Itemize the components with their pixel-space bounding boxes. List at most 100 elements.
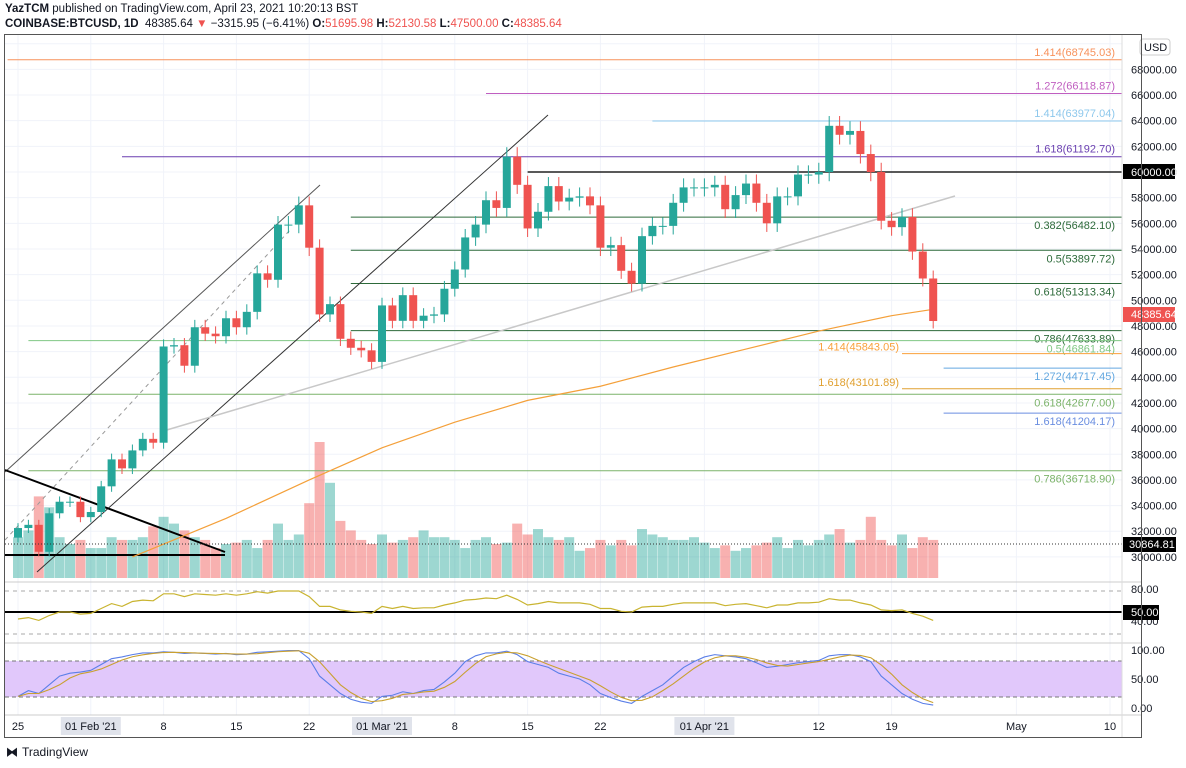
volume-bar [616, 539, 627, 578]
candle-body[interactable] [742, 183, 750, 196]
candle-body[interactable] [86, 511, 95, 518]
candle-body[interactable] [97, 486, 106, 512]
candle-body[interactable] [731, 195, 740, 210]
candle-body[interactable] [305, 205, 314, 248]
candle-body[interactable] [24, 524, 33, 529]
candle-body[interactable] [794, 174, 802, 197]
candle-body[interactable] [523, 184, 532, 229]
candle-body[interactable] [825, 125, 834, 172]
candle-body[interactable] [263, 273, 272, 280]
candle-body[interactable] [55, 501, 64, 514]
candle-body[interactable] [232, 318, 241, 328]
candle-body[interactable] [378, 305, 386, 362]
channel-mid-line[interactable] [4, 229, 291, 541]
candle-body[interactable] [606, 245, 615, 248]
candle-body[interactable] [118, 459, 126, 469]
candle-body[interactable] [398, 295, 407, 321]
candle-body[interactable] [45, 513, 54, 552]
candle-body[interactable] [804, 174, 813, 176]
candle-body[interactable] [222, 318, 230, 337]
candle-body[interactable] [242, 311, 251, 328]
candle-body[interactable] [430, 314, 438, 316]
candle-body[interactable] [783, 196, 792, 198]
candle-body[interactable] [138, 438, 147, 451]
candle-body[interactable] [866, 154, 875, 172]
support-trendline[interactable] [159, 195, 956, 433]
candle-body[interactable] [253, 273, 262, 312]
candle-body[interactable] [502, 156, 511, 208]
candle-body[interactable] [596, 205, 605, 248]
candle-body[interactable] [846, 130, 854, 135]
candle-body[interactable] [835, 125, 844, 135]
candle-body[interactable] [929, 278, 938, 322]
candle-body[interactable] [471, 224, 480, 238]
candle-body[interactable] [346, 338, 355, 348]
candle-body[interactable] [690, 187, 698, 189]
candle-body[interactable] [648, 225, 657, 237]
candle-body[interactable] [544, 186, 553, 212]
candle-body[interactable] [159, 346, 168, 443]
time-axis[interactable]: 25 01 Feb '21 8 15 22 01 Mar '21 8 15 22 01 Apr '… [12, 717, 1116, 735]
candle-body[interactable] [388, 305, 397, 321]
candle-body[interactable] [679, 187, 688, 203]
candle-body[interactable] [513, 156, 522, 185]
candle-body[interactable] [284, 224, 293, 226]
candle-body[interactable] [149, 438, 158, 443]
candle-body[interactable] [586, 196, 594, 206]
candle-body[interactable] [274, 224, 282, 280]
candle-body[interactable] [814, 172, 823, 175]
candle-body[interactable] [440, 288, 449, 315]
candle-body[interactable] [367, 350, 376, 362]
candle-body[interactable] [107, 459, 116, 487]
candle-body[interactable] [326, 304, 334, 315]
candle-body[interactable] [211, 333, 220, 337]
volume-bar [460, 548, 471, 578]
currency-button[interactable] [1139, 38, 1171, 56]
candle-body[interactable] [128, 450, 137, 469]
channel-lower-line[interactable] [36, 114, 549, 573]
candle-body[interactable] [315, 247, 324, 315]
candle-body[interactable] [554, 186, 563, 202]
candle-body[interactable] [336, 304, 345, 339]
candle-body[interactable] [617, 245, 626, 271]
candle-body[interactable] [170, 345, 178, 347]
candle-body[interactable] [482, 200, 490, 225]
tradingview-logo[interactable]: ⧓ TradingView [6, 745, 88, 759]
candle-body[interactable] [419, 315, 428, 321]
candle-body[interactable] [773, 196, 782, 224]
candle-body[interactable] [294, 205, 303, 225]
candle-body[interactable] [887, 220, 896, 228]
candle-body[interactable] [357, 347, 366, 351]
candle-body[interactable] [409, 295, 418, 321]
candle-body[interactable] [34, 524, 43, 552]
candle-body[interactable] [14, 528, 22, 538]
candle-body[interactable] [201, 327, 210, 334]
candle-body[interactable] [669, 202, 678, 226]
candle-body[interactable] [565, 197, 574, 202]
candle-body[interactable] [908, 216, 917, 252]
candle-body[interactable] [721, 184, 730, 210]
candle-body[interactable] [638, 236, 646, 284]
candle-body[interactable] [752, 183, 761, 203]
candle-body[interactable] [918, 251, 927, 279]
candle-body[interactable] [898, 216, 906, 228]
candle-body[interactable] [534, 211, 542, 229]
candle-body[interactable] [658, 225, 667, 227]
candle-body[interactable] [190, 327, 199, 366]
candle-body[interactable] [492, 200, 501, 208]
candle-body[interactable] [700, 187, 709, 189]
candle-body[interactable] [575, 196, 584, 198]
candle-body[interactable] [450, 269, 459, 289]
candle-body[interactable] [627, 270, 636, 284]
descending-trendline[interactable] [4, 469, 226, 553]
candle-body[interactable] [710, 184, 719, 188]
candle-body[interactable] [762, 202, 771, 224]
candle-body[interactable] [877, 172, 886, 221]
channel-upper-line[interactable] [4, 184, 321, 473]
candle-body[interactable] [461, 237, 470, 270]
candle-body[interactable] [856, 130, 865, 155]
candle-body[interactable] [66, 501, 74, 503]
candle-body[interactable] [180, 345, 189, 366]
candle-body[interactable] [76, 501, 85, 518]
